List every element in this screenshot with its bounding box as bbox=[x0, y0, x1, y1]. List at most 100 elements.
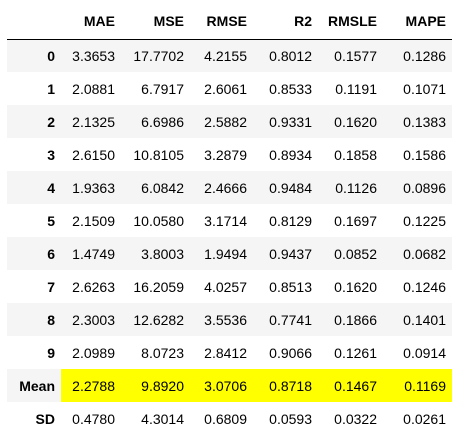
cell-r2: 0.8718 bbox=[253, 369, 318, 402]
row-index: 9 bbox=[7, 336, 61, 369]
cell-r2: 0.8934 bbox=[253, 138, 318, 171]
table-row: 8 2.3003 12.6282 3.5536 0.7741 0.1866 0.1401 bbox=[7, 303, 452, 336]
results-table: MAE MSE RMSE R2 RMSLE MAPE 0 3.3653 17.770… bbox=[7, 3, 452, 435]
table-body: 0 3.3653 17.7702 4.2155 0.8012 0.1577 0.1286 1 2… bbox=[7, 39, 452, 435]
cell-r2: 0.8533 bbox=[253, 72, 318, 105]
cell-mse: 6.7917 bbox=[121, 72, 190, 105]
column-header-rmsle: RMSLE bbox=[318, 3, 383, 40]
cell-rmse: 2.8412 bbox=[190, 336, 253, 369]
cell-rmsle: 0.1126 bbox=[318, 171, 383, 204]
cell-r2: 0.8129 bbox=[253, 204, 318, 237]
table-row: SD 0.4780 4.3014 0.6809 0.0593 0.0322 0.0261 bbox=[7, 402, 452, 435]
table-row: Mean 2.2788 9.8920 3.0706 0.8718 0.1467 0.1169 bbox=[7, 369, 452, 402]
header-row: MAE MSE RMSE R2 RMSLE MAPE bbox=[7, 3, 452, 40]
cell-rmsle: 0.0852 bbox=[318, 237, 383, 270]
row-index: 7 bbox=[7, 270, 61, 303]
row-index: 6 bbox=[7, 237, 61, 270]
row-index: 5 bbox=[7, 204, 61, 237]
row-index: 4 bbox=[7, 171, 61, 204]
cell-mae: 2.1509 bbox=[61, 204, 121, 237]
column-header-mae: MAE bbox=[61, 3, 121, 40]
row-index: 2 bbox=[7, 105, 61, 138]
cell-mse: 3.8003 bbox=[121, 237, 190, 270]
cell-rmsle: 0.1620 bbox=[318, 105, 383, 138]
cell-mape: 0.1586 bbox=[383, 138, 452, 171]
cell-r2: 0.0593 bbox=[253, 402, 318, 435]
cell-mse: 6.6986 bbox=[121, 105, 190, 138]
table-row: 1 2.0881 6.7917 2.6061 0.8533 0.1191 0.1071 bbox=[7, 72, 452, 105]
cell-rmsle: 0.1261 bbox=[318, 336, 383, 369]
cell-mape: 0.1383 bbox=[383, 105, 452, 138]
cell-rmse: 0.6809 bbox=[190, 402, 253, 435]
cell-mse: 16.2059 bbox=[121, 270, 190, 303]
cell-mse: 8.0723 bbox=[121, 336, 190, 369]
table-row: 0 3.3653 17.7702 4.2155 0.8012 0.1577 0.1286 bbox=[7, 39, 452, 72]
table-row: 9 2.0989 8.0723 2.8412 0.9066 0.1261 0.0914 bbox=[7, 336, 452, 369]
column-header-mape: MAPE bbox=[383, 3, 452, 40]
cell-mae: 0.4780 bbox=[61, 402, 121, 435]
dataframe-output: MAE MSE RMSE R2 RMSLE MAPE 0 3.3653 17.770… bbox=[7, 3, 452, 427]
cell-mse: 17.7702 bbox=[121, 39, 190, 72]
cell-rmse: 1.9494 bbox=[190, 237, 253, 270]
cell-mae: 2.2788 bbox=[61, 369, 121, 402]
cell-rmse: 3.1714 bbox=[190, 204, 253, 237]
cell-mape: 0.0682 bbox=[383, 237, 452, 270]
row-index: Mean bbox=[7, 369, 61, 402]
cell-mae: 2.6263 bbox=[61, 270, 121, 303]
cell-rmsle: 0.1866 bbox=[318, 303, 383, 336]
cell-mape: 0.1401 bbox=[383, 303, 452, 336]
cell-mse: 10.8105 bbox=[121, 138, 190, 171]
cell-mae: 2.0881 bbox=[61, 72, 121, 105]
cell-r2: 0.9437 bbox=[253, 237, 318, 270]
cell-rmse: 3.2879 bbox=[190, 138, 253, 171]
cell-rmsle: 0.1858 bbox=[318, 138, 383, 171]
table-header: MAE MSE RMSE R2 RMSLE MAPE bbox=[7, 3, 452, 40]
cell-rmse: 3.5536 bbox=[190, 303, 253, 336]
row-index: 3 bbox=[7, 138, 61, 171]
cell-rmse: 2.5882 bbox=[190, 105, 253, 138]
cell-mae: 2.6150 bbox=[61, 138, 121, 171]
cell-mse: 10.0580 bbox=[121, 204, 190, 237]
cell-mae: 2.1325 bbox=[61, 105, 121, 138]
cell-mae: 1.9363 bbox=[61, 171, 121, 204]
cell-mae: 3.3653 bbox=[61, 39, 121, 72]
cell-rmsle: 0.1577 bbox=[318, 39, 383, 72]
cell-mse: 4.3014 bbox=[121, 402, 190, 435]
cell-rmse: 4.2155 bbox=[190, 39, 253, 72]
table-row: 5 2.1509 10.0580 3.1714 0.8129 0.1697 0.1225 bbox=[7, 204, 452, 237]
cell-rmse: 2.4666 bbox=[190, 171, 253, 204]
cell-r2: 0.9066 bbox=[253, 336, 318, 369]
cell-r2: 0.8513 bbox=[253, 270, 318, 303]
cell-r2: 0.9331 bbox=[253, 105, 318, 138]
cell-mape: 0.1071 bbox=[383, 72, 452, 105]
cell-mse: 9.8920 bbox=[121, 369, 190, 402]
cell-r2: 0.8012 bbox=[253, 39, 318, 72]
cell-mape: 0.0896 bbox=[383, 171, 452, 204]
cell-r2: 0.9484 bbox=[253, 171, 318, 204]
column-header-r2: R2 bbox=[253, 3, 318, 40]
index-header bbox=[7, 3, 61, 40]
cell-mae: 2.0989 bbox=[61, 336, 121, 369]
cell-mape: 0.1246 bbox=[383, 270, 452, 303]
cell-mae: 2.3003 bbox=[61, 303, 121, 336]
cell-mape: 0.1225 bbox=[383, 204, 452, 237]
row-index: 8 bbox=[7, 303, 61, 336]
table-row: 2 2.1325 6.6986 2.5882 0.9331 0.1620 0.1383 bbox=[7, 105, 452, 138]
row-index: SD bbox=[7, 402, 61, 435]
cell-mape: 0.1286 bbox=[383, 39, 452, 72]
table-row: 7 2.6263 16.2059 4.0257 0.8513 0.1620 0.1246 bbox=[7, 270, 452, 303]
row-index: 0 bbox=[7, 39, 61, 72]
table-row: 3 2.6150 10.8105 3.2879 0.8934 0.1858 0.1586 bbox=[7, 138, 452, 171]
cell-rmsle: 0.1697 bbox=[318, 204, 383, 237]
column-header-mse: MSE bbox=[121, 3, 190, 40]
cell-rmsle: 0.0322 bbox=[318, 402, 383, 435]
cell-rmsle: 0.1191 bbox=[318, 72, 383, 105]
cell-rmsle: 0.1620 bbox=[318, 270, 383, 303]
table-row: 4 1.9363 6.0842 2.4666 0.9484 0.1126 0.0896 bbox=[7, 171, 452, 204]
cell-mae: 1.4749 bbox=[61, 237, 121, 270]
row-index: 1 bbox=[7, 72, 61, 105]
cell-r2: 0.7741 bbox=[253, 303, 318, 336]
cell-mape: 0.0914 bbox=[383, 336, 452, 369]
column-header-rmse: RMSE bbox=[190, 3, 253, 40]
cell-rmse: 3.0706 bbox=[190, 369, 253, 402]
